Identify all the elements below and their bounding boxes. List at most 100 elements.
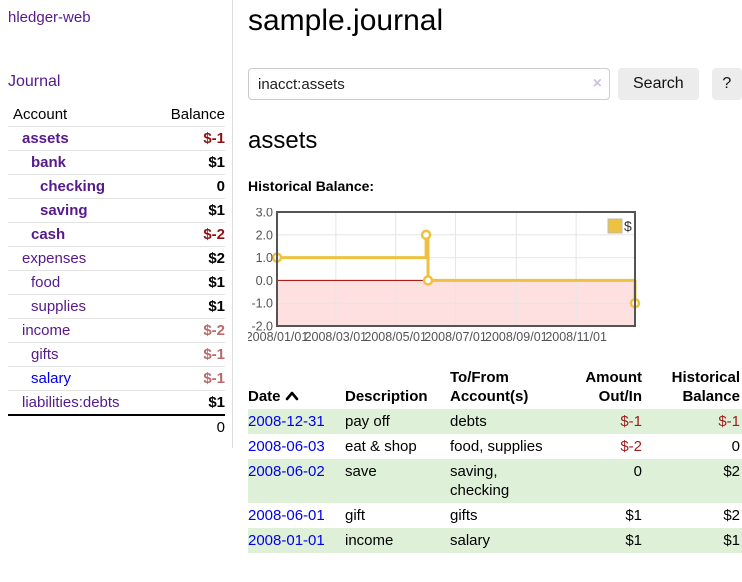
transaction-amount: $1	[625, 532, 642, 549]
search-input[interactable]	[248, 68, 610, 100]
transaction-accounts: debts	[450, 413, 487, 430]
transaction-balance: $-1	[718, 413, 740, 430]
account-link[interactable]: checking	[40, 178, 106, 195]
chart-title: Historical Balance:	[248, 178, 375, 194]
account-row: food $1	[8, 271, 225, 295]
search-form: × Search ?	[248, 68, 742, 100]
accounts-total-row: 0	[8, 415, 225, 439]
account-balance: $2	[208, 250, 225, 267]
account-link[interactable]: salary	[31, 370, 72, 387]
account-row: assets $-1	[8, 127, 225, 151]
column-label: To/From	[450, 369, 509, 386]
transaction-balance: $2	[723, 463, 740, 480]
accounts-header-row: Account Balance	[8, 103, 225, 127]
plot-border	[276, 211, 636, 327]
transaction-date-link[interactable]: 2008-06-01	[248, 507, 325, 524]
y-tick-label: -2.0	[251, 320, 273, 334]
transaction-amount: 0	[633, 463, 642, 480]
account-link[interactable]: assets	[22, 130, 69, 147]
column-label-line2: Balance	[682, 388, 740, 405]
account-balance: $-1	[203, 346, 225, 363]
account-link[interactable]: liabilities:debts	[22, 394, 120, 411]
x-tick-label: 2008/05/01	[364, 330, 427, 344]
column-label: Date	[248, 388, 281, 405]
transaction-description: pay off	[345, 413, 390, 430]
register-header-row: Date Description To/From Account(s) Amount Ou…	[248, 366, 742, 409]
accounts-header-balance: Balance	[170, 106, 225, 123]
x-tick-label: 2008/07/01	[424, 330, 487, 344]
register-header-description: Description	[345, 366, 450, 409]
search-box: ×	[248, 68, 610, 100]
main-content: sample.journal × Search ? assets Histori…	[248, 0, 742, 553]
transaction-date-link[interactable]: 2008-01-01	[248, 532, 325, 549]
x-tick-label: 2008/01/01	[248, 330, 308, 344]
account-row: checking 0	[8, 175, 225, 199]
historical-balance-chart: $3.0 2.0 1.0 0.0 -1.0 -2.02008/01/012008/03/0…	[248, 208, 641, 344]
transaction-accounts: food, supplies	[450, 438, 543, 455]
column-label: Amount	[585, 369, 642, 386]
accounts-total-value: 0	[216, 419, 225, 436]
legend-swatch	[607, 218, 623, 234]
x-tick-label: 2008/11/01	[545, 330, 607, 344]
account-row: expenses $2	[8, 247, 225, 271]
account-row: liabilities:debts $1	[8, 391, 225, 415]
x-tick-label: 2008/09/01	[485, 330, 548, 344]
register-row: 2008-06-02 save saving, checking 0 $2	[248, 459, 742, 503]
account-link[interactable]: cash	[31, 226, 66, 243]
account-link[interactable]: expenses	[22, 250, 87, 267]
account-row: saving $1	[8, 199, 225, 223]
account-balance: $1	[208, 274, 225, 291]
transaction-amount: $-2	[620, 438, 642, 455]
register-header-balance: Historical Balance	[644, 366, 742, 409]
account-link[interactable]: supplies	[31, 298, 87, 315]
data-point-marker[interactable]	[422, 275, 434, 286]
account-link[interactable]: food	[31, 274, 61, 291]
register-row: 2008-01-01 income salary $1 $1	[248, 528, 742, 553]
column-label: Description	[345, 388, 428, 405]
transaction-date-link[interactable]: 2008-06-03	[248, 438, 325, 455]
account-row: bank $1	[8, 151, 225, 175]
sort-ascending-icon[interactable]	[285, 390, 299, 402]
brand-link[interactable]: hledger-web	[8, 9, 91, 26]
account-row: salary $-1	[8, 367, 225, 391]
transaction-description: income	[345, 532, 394, 549]
transaction-amount: $-1	[620, 413, 642, 430]
account-link[interactable]: income	[22, 322, 71, 339]
transaction-date-link[interactable]: 2008-06-02	[248, 463, 325, 480]
clear-search-icon[interactable]: ×	[592, 75, 602, 92]
search-button[interactable]: Search	[618, 68, 699, 100]
register-header-accounts: To/From Account(s)	[450, 366, 572, 409]
data-point-marker[interactable]	[420, 229, 432, 241]
transaction-accounts: saving, checking	[450, 463, 510, 499]
y-tick-label: 3.0	[256, 208, 273, 220]
account-link[interactable]: bank	[31, 154, 67, 171]
y-tick-label: 1.0	[256, 251, 273, 265]
accounts-header-account: Account	[13, 106, 68, 123]
transaction-date-link[interactable]: 2008-12-31	[248, 413, 325, 430]
y-tick-label: 0.0	[256, 274, 273, 288]
x-tick-label: 2008/03/01	[305, 330, 368, 344]
transaction-description: gift	[345, 507, 366, 524]
account-heading: assets	[248, 127, 318, 154]
account-row: gifts $-1	[8, 343, 225, 367]
y-tick-label: 2.0	[256, 228, 273, 242]
transaction-balance: $1	[723, 532, 740, 549]
account-row: supplies $1	[8, 295, 225, 319]
register-header-date[interactable]: Date	[248, 366, 345, 409]
column-label-line2: Account(s)	[450, 388, 529, 405]
account-balance: $1	[208, 154, 225, 171]
register-row: 2008-06-03 eat & shop food, supplies $-2 0	[248, 434, 742, 459]
account-link[interactable]: saving	[40, 202, 88, 219]
account-balance: $1	[208, 298, 225, 315]
accounts-table: Account Balance assets $-1 bank $1 checking 0…	[8, 103, 225, 439]
transaction-balance: $2	[723, 507, 740, 524]
transaction-description: eat & shop	[345, 438, 417, 455]
account-balance: $-2	[203, 226, 225, 243]
register-table: Date Description To/From Account(s) Amount Ou…	[248, 366, 742, 553]
sidebar-item-journal[interactable]: Journal	[8, 73, 61, 90]
help-button[interactable]: ?	[711, 68, 742, 100]
register-row: 2008-12-31 pay off debts $-1 $-1	[248, 409, 742, 434]
account-link[interactable]: gifts	[31, 346, 59, 363]
account-balance: $1	[208, 202, 225, 219]
